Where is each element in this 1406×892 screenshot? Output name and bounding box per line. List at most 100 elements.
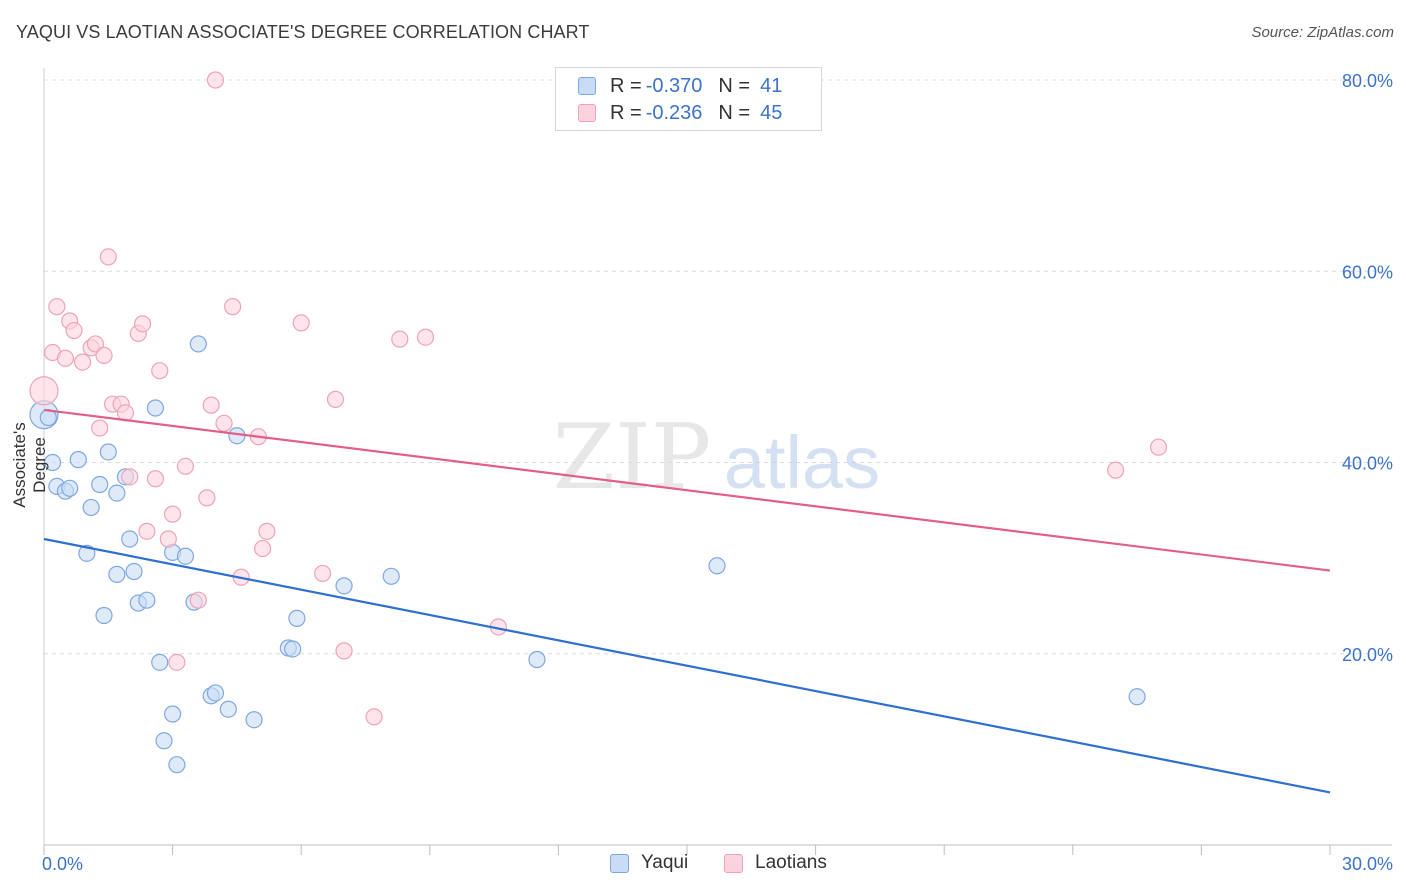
laotians-point <box>151 362 169 380</box>
legend-n-label: N = <box>718 74 751 97</box>
laotians-point <box>138 522 156 540</box>
yaqui-point <box>1128 688 1146 706</box>
laotians-trend-line <box>43 408 1331 572</box>
laotians-point <box>254 539 272 558</box>
yaqui-point <box>168 756 186 774</box>
legend-n-value: 45 <box>760 101 783 124</box>
laotians-point <box>99 248 117 266</box>
laotians-point <box>91 419 109 437</box>
bottom-legend-swatch-yaqui <box>610 853 629 873</box>
yaqui-point <box>82 498 100 517</box>
source-label: Source: ZipAtlas.com <box>1251 24 1394 41</box>
laotians-point <box>224 298 242 316</box>
laotians-point <box>202 396 220 414</box>
y-axis-label: Associate's Degree <box>10 422 49 508</box>
yaqui-point <box>708 557 726 575</box>
laotians-point <box>73 353 92 371</box>
bottom-legend-label-yaqui: Yaqui <box>641 852 689 873</box>
bottom-legend-yaqui: Yaqui <box>610 852 688 874</box>
bottom-legend-label-laotians: Laotians <box>755 852 827 873</box>
yaqui-point <box>108 484 126 502</box>
y-tick-label: 60.0% <box>1342 262 1393 282</box>
axes <box>43 68 1392 855</box>
yaqui-point <box>284 640 302 658</box>
laotians-point <box>189 591 207 609</box>
grid-lines <box>44 79 1392 655</box>
laotians-point <box>146 470 165 488</box>
x-tick-label: 0.0% <box>42 854 83 874</box>
laotians-point <box>1149 438 1168 456</box>
legend-row-yaqui: R = -0.370 N = 41 <box>578 74 782 98</box>
legend-r-label: R = <box>610 74 642 97</box>
yaqui-point <box>108 565 126 583</box>
yaqui-point <box>91 475 109 494</box>
yaqui-point <box>138 591 156 609</box>
laotians-point <box>1107 461 1125 479</box>
laotians-point <box>121 468 139 486</box>
laotians-point <box>206 71 225 89</box>
legend-r-label: R = <box>610 101 642 124</box>
yaqui-point <box>189 335 207 353</box>
yaqui-point <box>206 684 225 702</box>
bottom-legend-swatch-laotians <box>724 853 743 873</box>
bottom-legend: Yaqui Laotians <box>0 852 1406 876</box>
laotians-point <box>198 489 216 507</box>
yaqui-point <box>245 711 263 729</box>
laotians-point <box>176 457 195 475</box>
yaqui-point <box>121 530 139 548</box>
y-tick-label: 20.0% <box>1342 645 1393 665</box>
yaqui-point <box>176 547 195 565</box>
yaqui-point <box>288 609 306 627</box>
trend-lines <box>43 408 1331 794</box>
laotians-point <box>416 328 435 346</box>
watermark-zip: ZIP <box>553 405 712 510</box>
watermark: ZIP atlas <box>553 405 880 510</box>
yaqui-point <box>125 562 143 581</box>
legend-row-laotians: R = -0.236 N = 45 <box>578 101 782 125</box>
laotians-point <box>168 653 186 671</box>
laotians-point <box>335 642 353 660</box>
y-tick-label: 80.0% <box>1342 71 1393 91</box>
yaqui-point <box>382 567 400 585</box>
legend-n-label: N = <box>718 101 751 124</box>
yaqui-point <box>43 453 62 472</box>
yaqui-trend-line <box>43 537 1331 794</box>
laotians-point <box>86 335 105 353</box>
laotians-point <box>133 315 152 333</box>
laotians-point <box>326 390 345 408</box>
yaqui-point <box>219 700 237 718</box>
yaqui-point <box>164 705 182 723</box>
legend-r-value: -0.236 <box>645 101 703 124</box>
laotians-point <box>164 505 182 523</box>
laotians-point <box>215 414 233 432</box>
yaqui-point <box>61 479 79 497</box>
yaqui-point <box>99 443 117 461</box>
chart-title: YAQUI VS LAOTIAN ASSOCIATE'S DEGREE CORR… <box>16 22 590 42</box>
laotians-point <box>258 522 276 540</box>
yaqui-point <box>69 451 87 469</box>
yaqui-point <box>528 650 546 669</box>
tick-labels: 20.0% 40.0% 60.0% 80.0% 0.0% 30.0% <box>42 71 1393 874</box>
y-tick-label: 40.0% <box>1342 454 1393 474</box>
data-points <box>29 71 1168 774</box>
laotians-point <box>56 349 75 367</box>
x-tick-label: 30.0% <box>1342 854 1393 874</box>
laotians-point <box>159 530 177 548</box>
laotians-point <box>314 564 332 583</box>
legend-swatch-laotians <box>578 104 596 122</box>
laotians-point <box>65 321 83 340</box>
laotians-point <box>365 708 383 726</box>
watermark-atlas: atlas <box>724 421 880 504</box>
legend-swatch-yaqui <box>578 77 596 95</box>
yaqui-point <box>155 732 173 750</box>
laotians-point <box>48 298 66 316</box>
yaqui-point <box>95 606 113 625</box>
yaqui-point <box>146 399 165 417</box>
legend-n-value: 41 <box>760 74 783 97</box>
yaqui-point <box>151 653 169 671</box>
yaqui-point <box>335 577 353 595</box>
legend-r-value: -0.370 <box>645 74 703 97</box>
laotians-point <box>292 314 310 332</box>
bottom-legend-laotians: Laotians <box>724 852 827 874</box>
